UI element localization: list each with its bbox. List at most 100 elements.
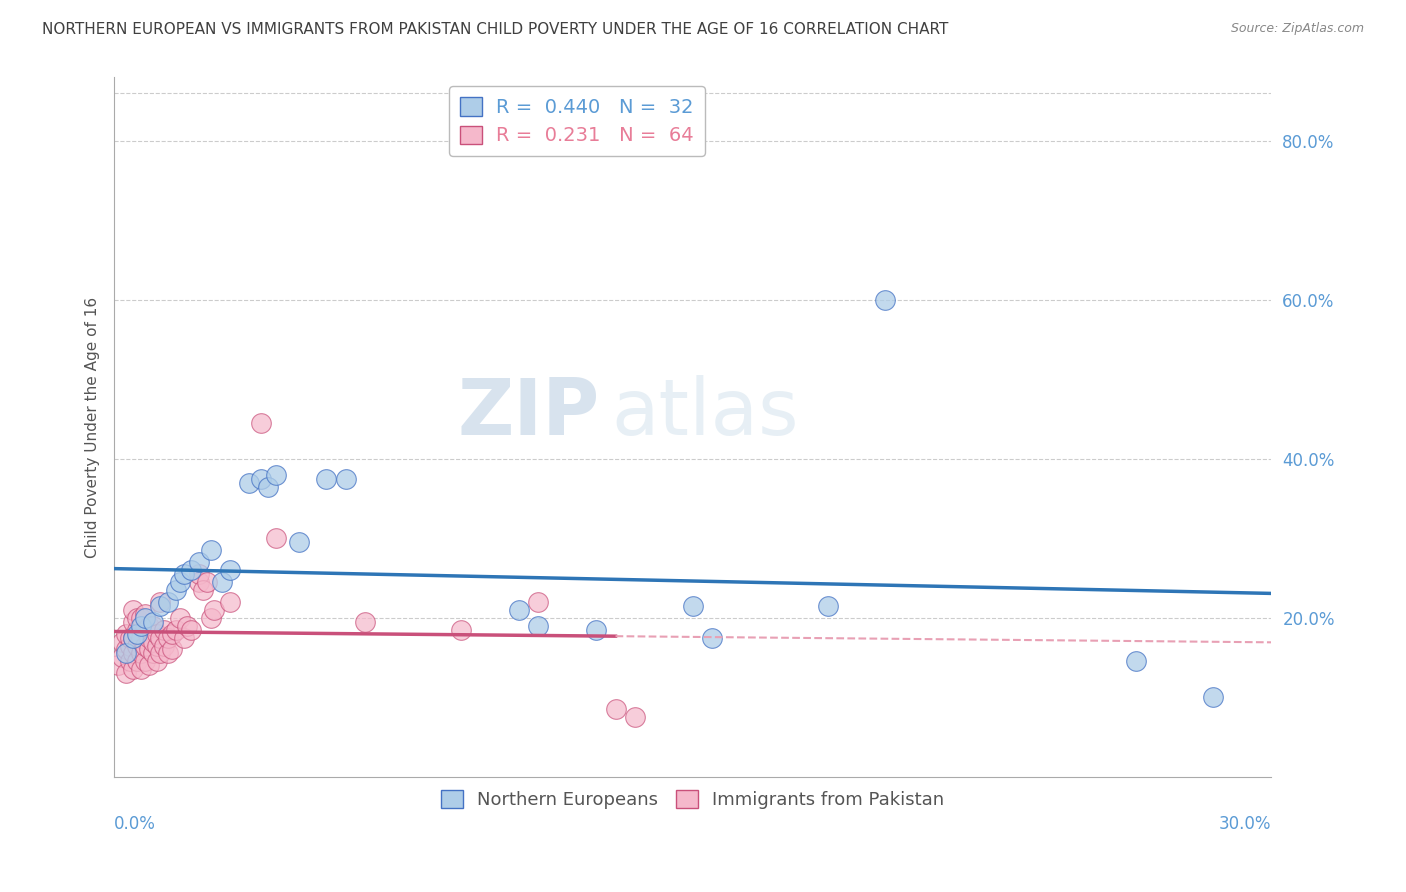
Point — [173, 631, 195, 645]
Point — [138, 658, 160, 673]
Point — [138, 642, 160, 657]
Point — [134, 639, 156, 653]
Point — [219, 563, 242, 577]
Point — [450, 623, 472, 637]
Point — [129, 618, 152, 632]
Point — [624, 710, 647, 724]
Point — [118, 654, 141, 668]
Point — [157, 595, 180, 609]
Point — [200, 543, 222, 558]
Point — [149, 599, 172, 613]
Point — [249, 416, 271, 430]
Point — [249, 472, 271, 486]
Point — [527, 595, 550, 609]
Point — [122, 647, 145, 661]
Point — [127, 611, 149, 625]
Point — [122, 631, 145, 645]
Point — [180, 623, 202, 637]
Point — [122, 631, 145, 645]
Point — [165, 623, 187, 637]
Point — [173, 567, 195, 582]
Point — [145, 626, 167, 640]
Point — [335, 472, 357, 486]
Point — [111, 650, 134, 665]
Point — [149, 647, 172, 661]
Point — [200, 611, 222, 625]
Point — [315, 472, 337, 486]
Text: NORTHERN EUROPEAN VS IMMIGRANTS FROM PAKISTAN CHILD POVERTY UNDER THE AGE OF 16 : NORTHERN EUROPEAN VS IMMIGRANTS FROM PAK… — [42, 22, 949, 37]
Point — [682, 599, 704, 613]
Point — [122, 615, 145, 629]
Point — [149, 595, 172, 609]
Point — [508, 603, 530, 617]
Point — [191, 582, 214, 597]
Point — [700, 631, 723, 645]
Point — [127, 639, 149, 653]
Text: Source: ZipAtlas.com: Source: ZipAtlas.com — [1230, 22, 1364, 36]
Point — [160, 642, 183, 657]
Point — [157, 631, 180, 645]
Point — [165, 582, 187, 597]
Point — [138, 631, 160, 645]
Point — [188, 567, 211, 582]
Point — [122, 603, 145, 617]
Point — [257, 480, 280, 494]
Point — [817, 599, 839, 613]
Point — [169, 574, 191, 589]
Point — [127, 623, 149, 637]
Point — [129, 662, 152, 676]
Point — [142, 615, 165, 629]
Point — [134, 611, 156, 625]
Point — [188, 555, 211, 569]
Point — [118, 631, 141, 645]
Point — [204, 603, 226, 617]
Point — [1125, 654, 1147, 668]
Point — [264, 467, 287, 482]
Point — [107, 658, 129, 673]
Text: atlas: atlas — [612, 375, 799, 451]
Point — [129, 647, 152, 661]
Point — [1202, 690, 1225, 705]
Point — [157, 647, 180, 661]
Point — [129, 631, 152, 645]
Point — [219, 595, 242, 609]
Point — [111, 634, 134, 648]
Point — [118, 639, 141, 653]
Point — [127, 654, 149, 668]
Point — [149, 631, 172, 645]
Text: 30.0%: 30.0% — [1219, 815, 1271, 833]
Point — [585, 623, 607, 637]
Text: ZIP: ZIP — [458, 375, 600, 451]
Point — [875, 293, 897, 307]
Point — [134, 623, 156, 637]
Point — [211, 574, 233, 589]
Point — [264, 531, 287, 545]
Point — [160, 626, 183, 640]
Point — [114, 626, 136, 640]
Point — [142, 634, 165, 648]
Point — [145, 654, 167, 668]
Point — [127, 626, 149, 640]
Point — [145, 639, 167, 653]
Point — [142, 647, 165, 661]
Point — [605, 702, 627, 716]
Point — [134, 654, 156, 668]
Y-axis label: Child Poverty Under the Age of 16: Child Poverty Under the Age of 16 — [86, 296, 100, 558]
Point — [188, 574, 211, 589]
Point — [169, 611, 191, 625]
Point — [354, 615, 377, 629]
Point — [153, 639, 176, 653]
Point — [134, 607, 156, 621]
Point — [142, 618, 165, 632]
Point — [153, 623, 176, 637]
Point — [180, 563, 202, 577]
Point — [288, 535, 311, 549]
Point — [114, 642, 136, 657]
Text: 0.0%: 0.0% — [114, 815, 156, 833]
Point — [176, 618, 198, 632]
Point — [129, 611, 152, 625]
Legend: Northern Europeans, Immigrants from Pakistan: Northern Europeans, Immigrants from Paki… — [433, 783, 952, 816]
Point — [122, 662, 145, 676]
Point — [195, 574, 218, 589]
Point — [114, 647, 136, 661]
